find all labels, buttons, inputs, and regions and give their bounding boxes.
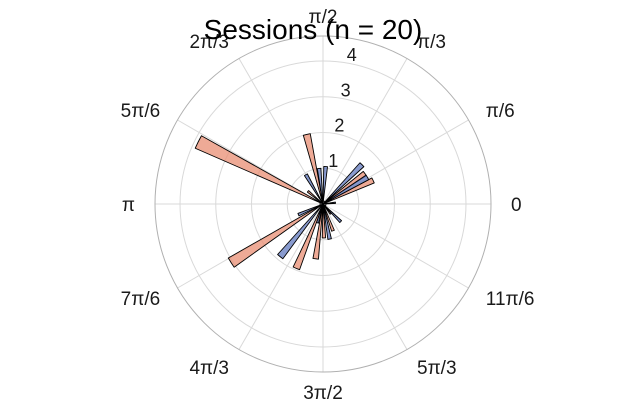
theta-tick-label: 7π/6 [121, 289, 161, 310]
bar-1-3 [322, 166, 328, 205]
bar-1-4 [316, 167, 324, 205]
r-tick-label: 2 [334, 116, 344, 136]
theta-tick-label: 5π/3 [417, 358, 457, 379]
bar-0-4 [194, 135, 324, 205]
r-tick-label: 3 [341, 80, 351, 100]
theta-tick-label: π/6 [486, 101, 515, 122]
theta-tick-label: 0 [511, 195, 522, 216]
bar-1-5 [303, 173, 324, 205]
outer-circle [154, 35, 492, 373]
bar-1-1 [322, 174, 370, 205]
theta-tick-label: 4π/3 [189, 358, 229, 379]
spoke-line [322, 203, 469, 289]
theta-tick-label: 3π/2 [303, 383, 343, 404]
r-tick-label: 1 [328, 151, 338, 171]
bar-0-2 [302, 133, 324, 205]
spoke-line [238, 203, 324, 350]
tick-labels: 0 π/6 π/3 π/2 2π/3 5π/6 π 7π/6 4π/3 3π/2 5π/3 11π/6… [121, 7, 535, 404]
bar-1-9 [322, 203, 332, 240]
bars [194, 133, 375, 271]
bar-0-3 [306, 190, 324, 205]
theta-tick-label: 2π/3 [189, 32, 229, 53]
bar-0-8 [321, 203, 327, 239]
grid-circle [215, 96, 431, 312]
bar-1-8 [316, 203, 324, 224]
bar-0-7 [312, 203, 324, 260]
chart-title: Sessions (n = 20) [204, 14, 423, 45]
grid-circle [286, 167, 360, 241]
bar-1-2 [322, 162, 365, 205]
theta-tick-label: π [122, 195, 135, 216]
theta-tick-label: π/2 [309, 7, 338, 28]
bar-0-5 [227, 203, 324, 268]
grid-circle [251, 132, 395, 276]
theta-tick-label: 11π/6 [486, 289, 535, 310]
r-tick-label: 4 [347, 45, 357, 65]
bar-1-6 [297, 203, 324, 217]
theta-tick-label: π/3 [417, 32, 446, 53]
bar-1-7 [277, 203, 324, 260]
bar-0-9 [322, 203, 335, 232]
center-marker [319, 200, 327, 208]
grid-circle [179, 60, 467, 348]
bar-1-10 [322, 203, 343, 223]
spoke-line [322, 58, 408, 205]
theta-tick-label: 5π/6 [121, 101, 161, 122]
bar-0-6 [292, 203, 324, 271]
spoke-line [322, 203, 408, 350]
